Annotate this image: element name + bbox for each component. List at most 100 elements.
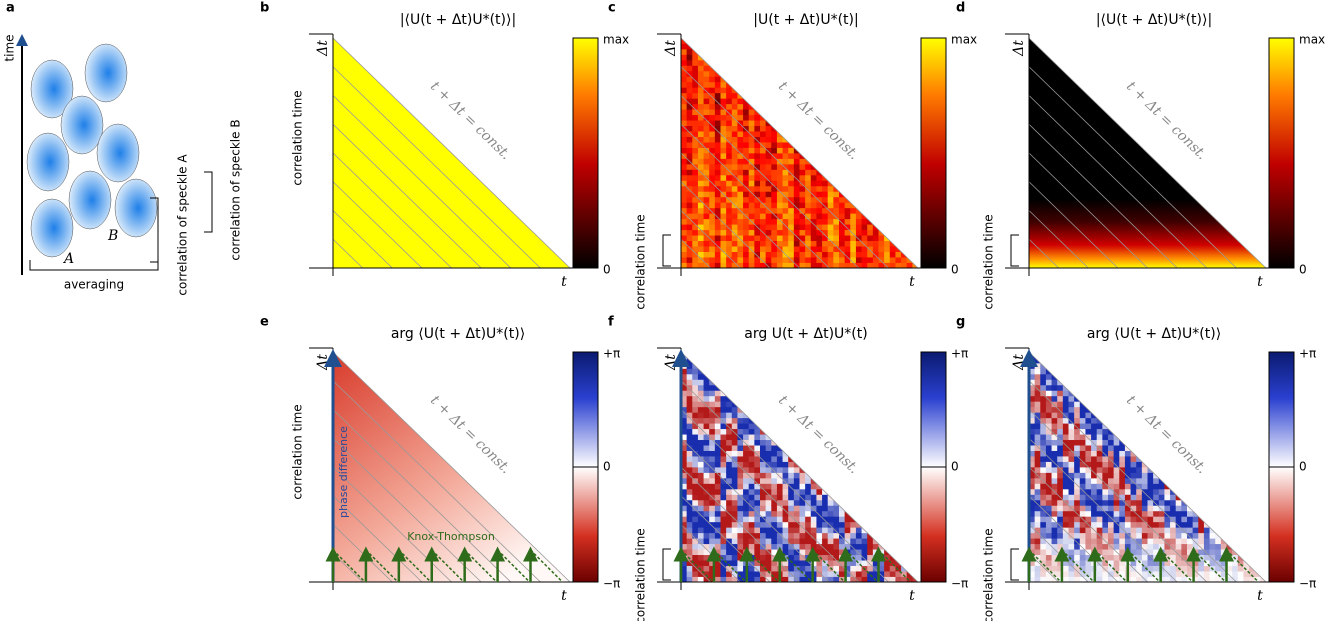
map-cell (1204, 533, 1210, 539)
map-cell (862, 219, 868, 225)
map-cell (1091, 500, 1097, 506)
map-cell (766, 230, 772, 236)
map-cell (1148, 505, 1154, 511)
map-cell (732, 186, 738, 192)
map-cell (1080, 418, 1086, 424)
map-cell (1227, 538, 1233, 544)
map-cell (828, 202, 834, 208)
map-cell (721, 169, 727, 175)
map-cell (1215, 527, 1221, 533)
map-cell (1131, 462, 1137, 468)
map-cell (1114, 505, 1120, 511)
map-cell (1131, 472, 1137, 478)
map-cell (1091, 533, 1097, 539)
map-cell (1102, 445, 1108, 451)
map-cell (1052, 511, 1058, 517)
map-cell (805, 544, 811, 550)
map-cell (822, 527, 828, 533)
map-cell (845, 252, 851, 258)
map-cell (726, 390, 732, 396)
map-cell (867, 544, 873, 550)
map-cell (833, 208, 839, 214)
map-cell (726, 522, 732, 528)
map-cell (692, 180, 698, 186)
map-cell (732, 451, 738, 457)
map-cell (687, 396, 693, 402)
map-cell (687, 54, 693, 60)
map-cell (1119, 566, 1125, 572)
map-cell (715, 390, 721, 396)
map-cell (816, 544, 822, 550)
map-cell (704, 213, 710, 219)
map-cell (760, 158, 766, 164)
map-cell (1153, 566, 1159, 572)
map-cell (687, 566, 693, 572)
map-cell (1063, 401, 1069, 407)
map-cell (1153, 527, 1159, 533)
map-cell (862, 235, 868, 241)
map-cell (709, 104, 715, 110)
map-cell (1232, 571, 1238, 577)
map-cell (1069, 533, 1075, 539)
map-cell (760, 434, 766, 440)
panel: b|⟨U(t + Δt)U*(t)⟩|t + Δt = const.Δttcor… (260, 1, 629, 291)
map-cell (1040, 500, 1046, 506)
map-cell (704, 478, 710, 484)
speckle (85, 44, 127, 102)
map-cell (805, 224, 811, 230)
map-cell (828, 252, 834, 258)
map-cell (1114, 440, 1120, 446)
map-cell (687, 462, 693, 468)
map-cell (715, 142, 721, 148)
map-cell (788, 186, 794, 192)
map-cell (737, 191, 743, 197)
map-cell (681, 126, 687, 132)
map-cell (692, 148, 698, 154)
map-cell (704, 423, 710, 429)
map-cell (1153, 467, 1159, 473)
map-cell (681, 109, 687, 115)
map-cell (698, 115, 704, 121)
map-cell (1114, 555, 1120, 561)
map-cell (732, 142, 738, 148)
map-cell (704, 246, 710, 252)
map-cell (1069, 489, 1075, 495)
map-cell (856, 235, 862, 241)
map-cell (1136, 462, 1142, 468)
map-cell (828, 571, 834, 577)
map-cell (749, 440, 755, 446)
map-cell (1080, 505, 1086, 511)
map-cell (1035, 549, 1041, 555)
map-cell (732, 230, 738, 236)
map-cell (737, 148, 743, 154)
map-cell (1176, 516, 1182, 522)
map-cell (743, 462, 749, 468)
map-cell (1181, 511, 1187, 517)
map-cell (692, 505, 698, 511)
map-cell (788, 137, 794, 143)
map-cell (1035, 566, 1041, 572)
map-cell (805, 516, 811, 522)
map-cell (1125, 494, 1131, 500)
map-cell (698, 379, 704, 385)
map-cell (1102, 500, 1108, 506)
map-cell (737, 219, 743, 225)
map-cell (800, 230, 806, 236)
map-cell (692, 456, 698, 462)
map-cell (766, 456, 772, 462)
map-cell (1069, 478, 1075, 484)
map-cell (1046, 527, 1052, 533)
map-cell (884, 241, 890, 247)
map-cell (1131, 511, 1137, 517)
map-cell (771, 566, 777, 572)
map-cell (1102, 440, 1108, 446)
map-cell (1046, 478, 1052, 484)
map-cell (788, 505, 794, 511)
map-cell (1136, 544, 1142, 550)
map-cell (704, 230, 710, 236)
map-cell (709, 246, 715, 252)
map-cell (805, 560, 811, 566)
map-cell (1142, 467, 1148, 473)
map-cell (850, 544, 856, 550)
map-cell (743, 511, 749, 517)
